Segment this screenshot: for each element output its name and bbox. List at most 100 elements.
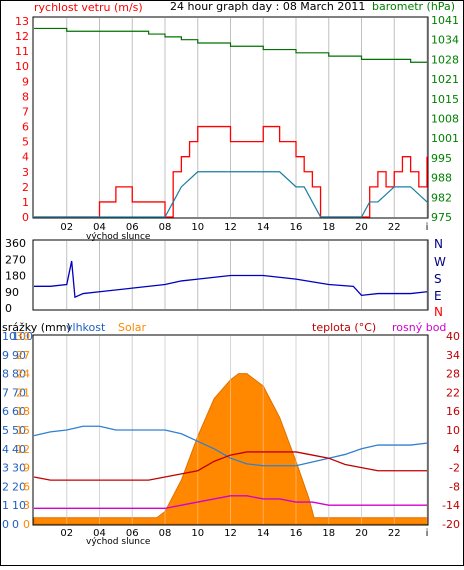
wind-y-tick: 1: [22, 196, 29, 209]
series-wind-baro: [34, 27, 428, 218]
dir-letter-n1: N: [434, 237, 443, 251]
label-solar: Solar: [118, 321, 147, 334]
wind-y-tick: 2: [22, 181, 29, 194]
p3-x-tick: 12: [224, 528, 237, 539]
p1-x-tick: 22: [388, 222, 401, 233]
p3-x-tick: 16: [290, 528, 303, 539]
dew-line: [34, 495, 427, 509]
label-teplota: teplota (°C): [312, 321, 376, 334]
vlhkost-tick: 30: [12, 462, 26, 475]
p1-x-tick: 16: [290, 222, 303, 233]
solar-tick: 18: [16, 405, 30, 418]
dir-letter-w: W: [434, 255, 446, 269]
solar-tick: 24: [16, 368, 30, 381]
dir-y-tick: 90: [5, 286, 19, 299]
wind-y-tick: 10: [15, 60, 29, 73]
temp-tick: -14: [442, 499, 460, 512]
p1-x-tick: 20: [355, 222, 368, 233]
p1-x-tick: 12: [224, 222, 237, 233]
wind-gust-line: [34, 125, 428, 218]
baro-y-tick: 975: [431, 211, 452, 224]
baro-y-tick: 1028: [431, 53, 459, 66]
dir-y-tick: 0: [5, 302, 12, 315]
solar-tick: 30: [16, 330, 30, 343]
wind-y-tick: 3: [22, 166, 29, 179]
vlhkost-tick: 10: [12, 499, 26, 512]
series-weather: [33, 336, 428, 525]
srazky-tick: 2: [2, 480, 9, 493]
wind-y-tick: 11: [15, 45, 29, 58]
srazky-tick: 1: [2, 499, 9, 512]
p3-x-tick: 20: [355, 528, 368, 539]
temp-tick: 40: [446, 330, 460, 343]
srazky-tick: 3: [2, 462, 9, 475]
vlhkost-tick: 70: [12, 386, 26, 399]
dir-letter-s: S: [434, 272, 442, 286]
sunrise-label-bottom: východ slunce: [86, 537, 151, 547]
label-srazky: srážky (mm): [2, 321, 71, 334]
wind-axis-title: rychlost vetru (m/s): [34, 1, 143, 14]
p3-x-tick: 18: [322, 528, 335, 539]
baro-y-tick: 1001: [431, 132, 459, 145]
p1-x-tick: 14: [257, 222, 270, 233]
vlhkost-tick: 100: [12, 330, 33, 343]
temp-tick: -8: [449, 480, 460, 493]
p3-x-tick: i: [426, 528, 429, 539]
wind-y-tick: 12: [15, 30, 29, 43]
baro-y-tick: 988: [431, 172, 452, 185]
srazky-tick: 9: [2, 349, 9, 362]
temp-tick: 10: [446, 424, 460, 437]
temp-tick: 4: [453, 443, 460, 456]
temp-tick: -2: [449, 462, 460, 475]
temp-tick: 28: [446, 368, 460, 381]
solar-tick: 9: [23, 462, 30, 475]
vlhkost-tick: 60: [12, 405, 26, 418]
dir-y-tick: 360: [5, 237, 26, 250]
solar-area: [33, 373, 428, 525]
wind-avg-line: [34, 171, 428, 218]
humidity-line: [33, 425, 428, 467]
label-rosny: rosný bod: [392, 321, 446, 334]
p1-x-tick: 18: [322, 222, 335, 233]
p3-x-tick: 02: [60, 528, 73, 539]
p3-x-tick: 10: [191, 528, 204, 539]
srazky-tick: 6: [2, 405, 9, 418]
p3-x-tick: 08: [159, 528, 172, 539]
baro-y-tick: 982: [431, 191, 452, 204]
solar-tick: 21: [16, 386, 30, 399]
baro-y-tick: 1041: [431, 14, 459, 27]
vlhkost-tick: 80: [12, 368, 26, 381]
p1-x-tick: 10: [191, 222, 204, 233]
wind-y-tick: 8: [22, 90, 29, 103]
solar-tick: 12: [16, 443, 30, 456]
wind-y-tick: 7: [22, 105, 29, 118]
axes-dir: 360 270 180 90 0: [5, 237, 26, 315]
baro-y-tick: 1008: [431, 113, 459, 126]
vlhkost-tick: 90: [12, 349, 26, 362]
srazky-tick: 0: [2, 518, 9, 531]
sunrise-label-top: východ slunce: [86, 232, 151, 242]
temp-tick: 34: [446, 349, 460, 362]
grid-wind: 02 04 06 08 10 12 14 16 18 20 22 i: [60, 18, 428, 233]
vlhkost-tick: 40: [12, 443, 26, 456]
temp-tick: 16: [446, 405, 460, 418]
vlhkost-tick: 0: [12, 518, 19, 531]
baro-y-tick: 1021: [431, 73, 459, 86]
wind-y-tick: 5: [22, 136, 29, 149]
baro-y-tick: 1015: [431, 93, 459, 106]
srazky-tick: 4: [2, 443, 9, 456]
srazky-tick: 8: [2, 368, 9, 381]
p1-x-tick: i: [426, 222, 429, 233]
dir-letters: N W S E N: [434, 237, 446, 319]
p1-x-tick: 08: [159, 222, 172, 233]
temp-tick: -20: [442, 518, 460, 531]
p3-x-tick: 22: [388, 528, 401, 539]
series-direction: [34, 260, 428, 299]
solar-tick: 3: [23, 499, 30, 512]
wind-y-tick: 4: [22, 151, 29, 164]
dir-letter-e: E: [434, 289, 442, 303]
p1-x-tick: 06: [126, 222, 139, 233]
solar-tick: 0: [23, 518, 30, 531]
